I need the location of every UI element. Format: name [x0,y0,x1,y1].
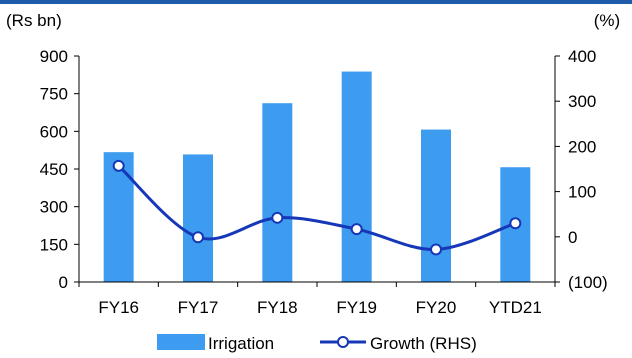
left-tick-label: 450 [40,160,68,179]
left-axis-unit-label: (Rs bn) [6,11,62,30]
left-tick-label: 750 [40,85,68,104]
x-tick-label: YTD21 [489,298,542,317]
top-rule [0,0,632,4]
x-tick-label: FY17 [178,298,219,317]
right-tick-label: (100) [568,273,608,292]
right-axis: (100) 0 100 200 300 400 [554,47,608,292]
bar-fy18 [262,103,293,282]
left-tick-label: 150 [40,235,68,254]
bar-fy16 [103,152,134,282]
x-tick-label: FY18 [257,298,298,317]
left-tick-label: 900 [40,47,68,66]
bar-fy20 [421,129,451,282]
growth-point-fy19 [350,223,363,236]
growth-point-fy16 [112,159,125,172]
left-tick-label: 300 [40,198,68,217]
bar-fy17 [183,154,213,282]
left-axis: 0 150 300 450 600 750 900 [40,47,80,292]
right-tick-label: 400 [568,47,596,66]
growth-point-fy17 [192,231,204,244]
legend-label-irrigation: Irrigation [208,334,274,353]
x-tick-label: FY19 [336,298,377,317]
growth-line [117,164,516,251]
left-tick-label: 0 [59,273,68,292]
bar-fy19 [341,71,372,283]
x-axis: FY16 FY17 FY18 FY19 FY20 YTD21 [78,281,556,317]
legend-swatch-growth-marker [337,336,349,348]
bar-series [103,71,531,283]
right-tick-label: 200 [568,137,596,156]
left-tick-label: 600 [40,122,68,141]
legend: Irrigation Growth (RHS) [157,334,477,353]
x-tick-label: FY16 [98,298,139,317]
growth-point-fy20 [430,243,442,256]
legend-swatch-irrigation [157,334,205,350]
growth-point-ytd21 [509,217,522,230]
right-tick-label: 100 [568,183,596,202]
x-tick-label: FY20 [416,298,457,317]
right-axis-unit-label: (%) [594,11,620,30]
right-tick-label: 0 [568,228,577,247]
line-series [112,159,522,256]
legend-label-growth: Growth (RHS) [370,334,477,353]
growth-point-fy18 [271,211,284,224]
right-tick-label: 300 [568,92,596,111]
